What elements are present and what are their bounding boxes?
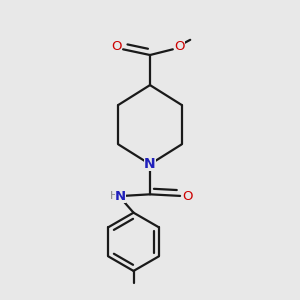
- Text: O: O: [183, 190, 193, 203]
- Text: N: N: [115, 190, 126, 203]
- Text: H: H: [110, 191, 118, 201]
- Text: N: N: [144, 157, 156, 171]
- Text: O: O: [175, 40, 185, 53]
- Text: O: O: [111, 40, 122, 53]
